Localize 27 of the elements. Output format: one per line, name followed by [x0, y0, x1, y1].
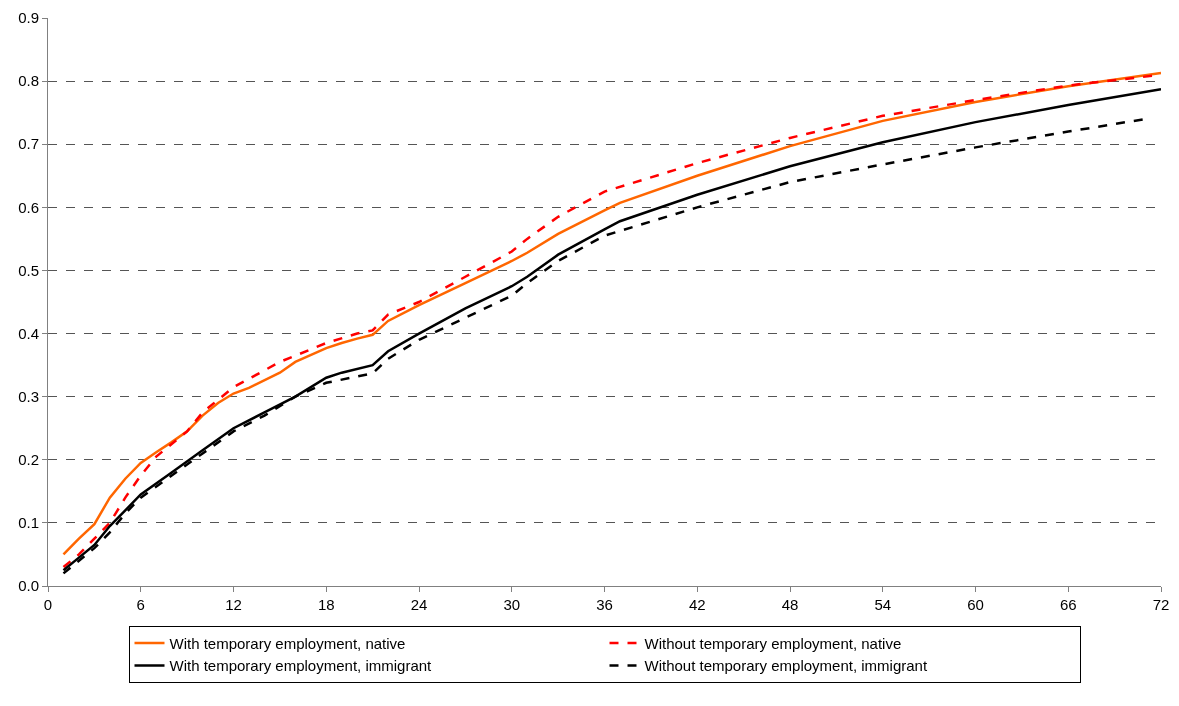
- y-tick-label: 0.3: [18, 387, 39, 405]
- x-tick-label: 0: [43, 596, 53, 613]
- x-tick-label: 36: [596, 596, 613, 613]
- x-tick-label: 60: [967, 596, 984, 613]
- x-tick-label: 54: [874, 596, 892, 613]
- y-tick-label: 0.8: [18, 72, 39, 90]
- y-tick-label: 0.5: [18, 261, 39, 279]
- x-tick-label: 30: [503, 596, 521, 613]
- x-tick-label: 48: [781, 596, 799, 613]
- x-tick-label: 72: [1152, 596, 1170, 613]
- x-tick-label: 42: [688, 596, 706, 613]
- legend-label: With temporary employment, native: [169, 634, 406, 652]
- y-tick-label: 0.2: [18, 451, 39, 469]
- x-tick-label: 18: [317, 596, 335, 613]
- y-tick-label: 0.4: [18, 324, 39, 342]
- x-tick-label: 6: [136, 596, 145, 613]
- y-tick-label: 0.9: [18, 9, 39, 27]
- x-tick-label: 24: [410, 596, 428, 613]
- y-tick-label: 0.6: [18, 198, 39, 216]
- x-tick-label: 66: [1059, 596, 1077, 613]
- y-tick-label: 0.0: [18, 577, 39, 595]
- y-tick-label: 0.7: [18, 135, 39, 153]
- legend-label: Without temporary employment, immigrant: [644, 657, 928, 675]
- legend-label: Without temporary employment, native: [644, 634, 902, 652]
- x-tick-label: 12: [225, 596, 242, 613]
- y-tick-label: 0.1: [18, 514, 39, 532]
- legend-label: With temporary employment, immigrant: [169, 657, 433, 675]
